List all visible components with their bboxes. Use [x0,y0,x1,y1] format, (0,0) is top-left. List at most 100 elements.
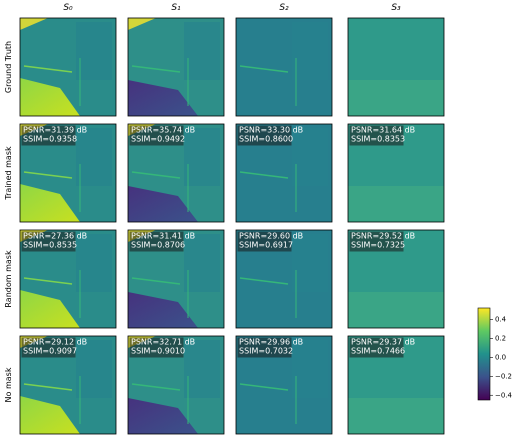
edge [239,65,289,73]
edge [23,277,73,285]
psnr-label: PSNR=29.12 dB [23,338,87,347]
light-region [128,18,156,30]
panel-frame [235,229,333,329]
wall-shade [184,340,220,398]
ssim-label: SSIM=0.8706 [131,241,185,250]
wall-shade [292,22,328,80]
edge [131,171,181,179]
edge [239,277,289,285]
floor-shade [348,398,444,434]
metric-box [129,231,184,252]
floor-shade [348,292,444,328]
row-label: No mask [4,367,13,402]
colorbar-tick-label: 0.2 [495,334,506,342]
wall-shade [76,234,112,292]
row-label: Ground Truth [4,41,13,93]
column-label: S₁ [171,3,181,13]
image-panel [235,17,333,117]
metric-box [349,337,404,358]
floor-region [128,292,198,328]
colorbar-tick-label: −0.2 [495,372,512,380]
wall-shade [76,128,112,186]
metric-box [349,125,404,146]
panel-frame [347,229,445,329]
psnr-label: PSNR=31.41 dB [131,232,195,241]
ssim-label: SSIM=0.9097 [23,347,77,356]
ssim-label: SSIM=0.8600 [239,135,293,144]
psnr-label: PSNR=33.30 dB [239,126,303,135]
psnr-label: PSNR=29.60 dB [239,232,303,241]
metric-box [129,337,184,358]
row-label: Random mask [4,250,13,308]
ssim-label: SSIM=0.9010 [131,347,185,356]
metric-box [21,125,76,146]
metric-box [129,125,184,146]
psnr-label: PSNR=31.64 dB [351,126,415,135]
wall-shade [76,22,112,80]
panel-frame [235,123,333,223]
panel-frame [347,123,445,223]
ssim-label: SSIM=0.6917 [239,241,293,250]
panel-frame [127,17,225,117]
panel-frame [127,335,225,435]
floor-region [128,398,198,434]
image-panel [19,17,117,117]
colorbar-tick-label: 0.0 [495,353,506,361]
floor-region [128,186,198,222]
floor-region [20,396,80,434]
panel-frame [235,335,333,435]
wall-shade [292,234,328,292]
ssim-label: SSIM=0.7032 [239,347,293,356]
column-label: S₃ [391,3,401,13]
wall-shade [292,128,328,186]
edge [131,383,181,391]
colorbar-tick-label: −0.4 [495,391,513,399]
edge [23,383,73,391]
panel-frame [347,335,445,435]
edge [239,171,289,179]
ssim-label: SSIM=0.9358 [23,135,77,144]
wall-shade [292,340,328,398]
wall-shade [76,340,112,398]
metric-box [237,125,292,146]
panel-frame [127,229,225,329]
wall-shade [184,128,220,186]
psnr-label: PSNR=31.39 dB [23,126,87,135]
psnr-label: PSNR=29.96 dB [239,338,303,347]
edge [131,277,181,285]
metric-box [21,231,76,252]
ssim-label: SSIM=0.8535 [23,241,77,250]
psnr-label: PSNR=29.37 dB [351,338,415,347]
edge [239,383,289,391]
floor-region [20,290,80,328]
image-panel [347,17,445,117]
column-label: S₂ [279,3,289,13]
panel-frame [347,17,445,117]
metric-box [237,231,292,252]
column-label: S₀ [63,3,73,13]
panel-frame [19,335,117,435]
metric-box [21,337,76,358]
light-region [20,18,48,30]
metric-box [237,337,292,358]
edge [23,65,73,73]
panel-frame [19,229,117,329]
floor-region [20,78,80,116]
panel-frame [235,17,333,117]
floor-shade [348,186,444,222]
floor-region [128,80,198,116]
colorbar-tick-label: 0.4 [495,315,507,323]
psnr-label: PSNR=27.36 dB [23,232,87,241]
